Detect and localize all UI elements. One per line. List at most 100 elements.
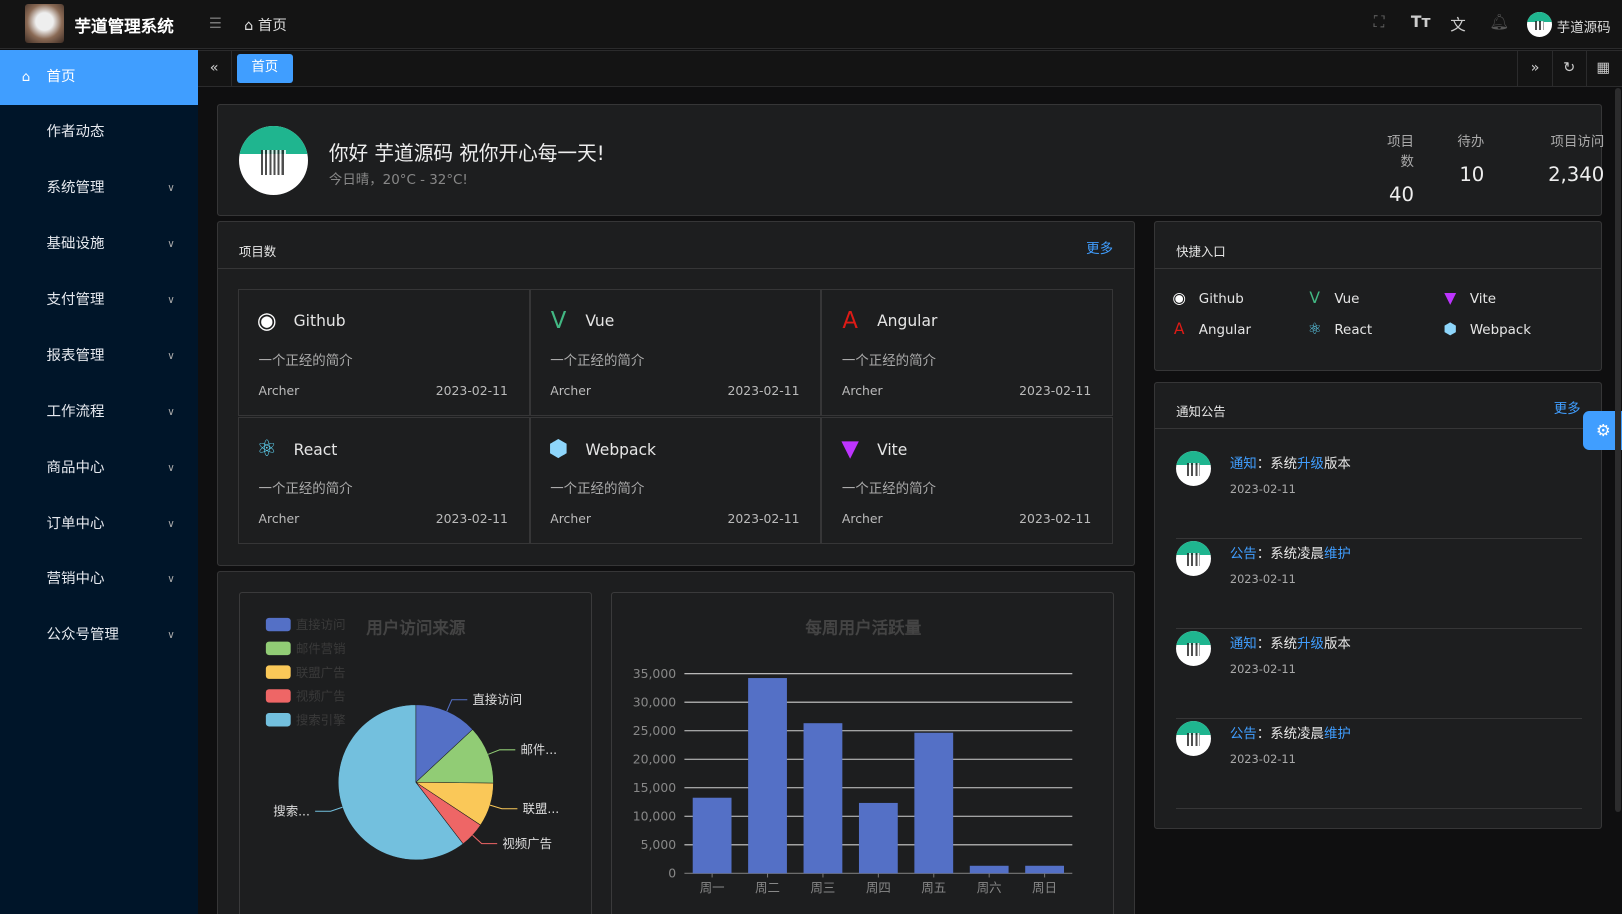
sidebar-item-1[interactable]: 作者动态 <box>0 105 198 161</box>
tab-home[interactable]: 首页 <box>236 53 293 83</box>
legend-label: 联盟广告 <box>296 664 346 679</box>
sidebar-item-3[interactable]: 基础设施 ∨ <box>0 217 198 273</box>
y-tick-label: 25,000 <box>633 722 677 737</box>
projects-more-link[interactable]: 更多 <box>1086 241 1114 257</box>
shortcut-vite[interactable]: ▼ Vite <box>1441 289 1575 310</box>
shortcut-vue[interactable]: V Vue <box>1305 289 1439 310</box>
sidebar-item-9[interactable]: 营销中心 ∨ <box>0 552 198 608</box>
sidebar-item-4[interactable]: 支付管理 ∨ <box>0 273 198 329</box>
breadcrumb-home[interactable]: 首页 <box>257 18 287 35</box>
translate-icon[interactable]: 文 <box>1450 16 1466 35</box>
pie-slice <box>337 704 464 860</box>
x-tick-label: 周四 <box>866 880 891 895</box>
sidebar: ⌂ 首页 作者动态 系统管理 ∨ 基础设施 ∨ 支付管理 ∨ 报表管理 ∨ 工作流程 ∨ 商品中心 ∨ 订单中… <box>0 49 198 914</box>
project-card[interactable]: ◉ Github 一个正经的简介 Archer 2023-02-11 <box>237 288 530 416</box>
notice-sep: ： <box>1256 546 1271 562</box>
project-date: 2023-02-11 <box>435 382 508 398</box>
slice-label: 邮件... <box>520 742 557 757</box>
x-tick-label: 周日 <box>1032 880 1057 895</box>
shortcut-angular[interactable]: A Angular <box>1170 320 1304 341</box>
x-tick-label: 周五 <box>922 880 947 895</box>
shortcut-webpack[interactable]: ⬢ Webpack <box>1441 320 1575 341</box>
legend-swatch <box>265 617 291 631</box>
notice-date: 2023-02-11 <box>1229 751 1296 766</box>
user-name[interactable]: 芋道源码 <box>1556 20 1611 36</box>
refresh-icon[interactable]: ↻ <box>1551 50 1586 87</box>
notice-item[interactable]: 公告：系统凌晨维护 2023-02-11 <box>1176 539 1582 629</box>
notice-item[interactable]: 通知：系统升级版本 2023-02-11 <box>1176 449 1582 539</box>
chevron-down-icon: ∨ <box>167 405 175 418</box>
user-avatar[interactable] <box>1526 12 1552 38</box>
project-name: Webpack <box>585 440 657 459</box>
notice-text-end: 版本 <box>1323 636 1351 652</box>
project-card[interactable]: ▼ Vite 一个正经的简介 Archer 2023-02-11 <box>821 416 1113 545</box>
sidebar-item-6[interactable]: 工作流程 ∨ <box>0 385 198 441</box>
notice-type: 通知 <box>1229 456 1257 472</box>
sidebar-item-7[interactable]: 商品中心 ∨ <box>0 441 198 497</box>
chevron-down-icon: ∨ <box>167 182 175 195</box>
project-desc: 一个正经的简介 <box>550 481 645 497</box>
vue-icon: V <box>1309 288 1320 307</box>
bar-chart: 每周用户活跃量 0 5,000 10,000 15,000 20,000 25,000 30,… <box>633 617 1073 895</box>
project-card[interactable]: ⬢ Webpack 一个正经的简介 Archer 2023-02-11 <box>529 416 822 545</box>
pie-chart: 用户访问来源直接访问邮件营销联盟广告视频广告搜索引擎直接访问邮件...联盟...… <box>265 617 559 860</box>
scroll-right-icon[interactable]: » <box>1517 50 1551 87</box>
shortcuts-title: 快捷入口 <box>1176 244 1226 259</box>
webpack-icon: ⬢ <box>548 436 569 463</box>
shortcut-github[interactable]: ◉ Github <box>1170 289 1304 310</box>
sidebar-item-2[interactable]: 系统管理 ∨ <box>0 161 198 217</box>
project-author: Archer <box>550 382 591 398</box>
notices-more-link[interactable]: 更多 <box>1553 402 1581 418</box>
breadcrumb[interactable]: ⌂ 首页 <box>244 14 287 35</box>
sidebar-item-5[interactable]: 报表管理 ∨ <box>0 329 198 385</box>
logo <box>24 4 65 44</box>
project-name: Vue <box>585 312 615 331</box>
y-tick-label: 15,000 <box>633 780 677 795</box>
sidebar-item-10[interactable]: 公众号管理 ∨ <box>0 608 198 664</box>
project-card[interactable]: ⚛ React 一个正经的简介 Archer 2023-02-11 <box>237 416 530 545</box>
grid-menu-icon[interactable]: ▦ <box>1585 50 1620 87</box>
bell-icon[interactable]: 🔔︎ <box>1489 13 1510 32</box>
stat-value: 10 <box>1459 162 1485 186</box>
tags-view: « 首页 » ↻ ▦ <box>197 49 1622 87</box>
project-desc: 一个正经的简介 <box>841 481 936 497</box>
project-desc: 一个正经的简介 <box>841 353 936 369</box>
legend-label: 邮件营销 <box>296 641 346 656</box>
pie-slice <box>415 704 473 783</box>
notice-sep: ： <box>1256 726 1271 742</box>
fullscreen-icon[interactable]: ⛶ <box>1373 13 1385 32</box>
project-card[interactable]: A Angular 一个正经的简介 Archer 2023-02-11 <box>821 288 1113 416</box>
sidebar-item-label: 订单中心 <box>46 515 105 532</box>
avatar <box>238 126 309 196</box>
angular-icon: A <box>1173 319 1185 338</box>
scroll-left-icon[interactable]: « <box>198 50 232 87</box>
notice-text-end: 版本 <box>1323 456 1351 472</box>
font-size-icon[interactable]: Tт <box>1410 13 1431 32</box>
sidebar-item-8[interactable]: 订单中心 ∨ <box>0 497 198 553</box>
sidebar-item-label: 基础设施 <box>46 236 105 253</box>
stat-1: 待办 10 <box>1445 130 1484 185</box>
notice-title[interactable]: 公告：系统凌晨维护 <box>1230 542 1351 562</box>
notice-highlight: 升级 <box>1297 636 1324 652</box>
projects-card: 项目数 更多 ◉ Github 一个正经的简介 Archer 2023-02-11 V Vue… <box>217 221 1135 566</box>
notice-item[interactable]: 通知：系统升级版本 2023-02-11 <box>1176 629 1582 719</box>
project-name: Angular <box>877 312 938 331</box>
notice-title[interactable]: 通知：系统升级版本 <box>1230 452 1351 472</box>
notices-card: 通知公告 更多 通知：系统升级版本 2023-02-11 公告：系统凌晨维护 2023-… <box>1154 381 1603 829</box>
pie-title: 用户访问来源 <box>366 617 466 637</box>
welcome-card: 你好 芋道源码 祝你开心每一天! 今日晴，20°C - 32°C! 项目数 40 待… <box>217 104 1604 217</box>
notice-title[interactable]: 通知：系统升级版本 <box>1230 632 1351 652</box>
bar <box>748 677 788 873</box>
menu-collapse-icon[interactable]: ☰ <box>208 15 222 32</box>
notice-title[interactable]: 公告：系统凌晨维护 <box>1230 722 1351 742</box>
project-date: 2023-02-11 <box>1019 510 1092 526</box>
project-card[interactable]: V Vue 一个正经的简介 Archer 2023-02-11 <box>529 288 822 416</box>
sidebar-item-0[interactable]: ⌂ 首页 <box>0 49 198 106</box>
shortcut-label: Vue <box>1334 291 1360 307</box>
label-line <box>487 748 516 755</box>
shortcut-label: Vite <box>1469 291 1496 307</box>
shortcut-react[interactable]: ⚛ React <box>1305 320 1439 341</box>
scrollbar[interactable] <box>1614 87 1621 812</box>
notice-item[interactable]: 公告：系统凌晨维护 2023-02-11 <box>1176 719 1582 809</box>
notice-type: 公告 <box>1229 726 1257 742</box>
